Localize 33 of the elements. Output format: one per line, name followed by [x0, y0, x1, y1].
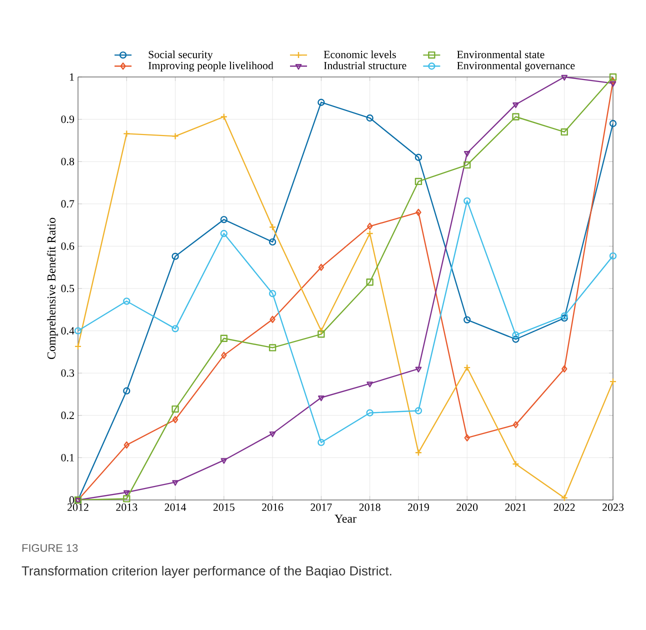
caption: FIGURE 13 [22, 544, 78, 552]
legend-label: Industrial structure [324, 62, 406, 70]
x-tick-label: 2021 [505, 504, 526, 511]
x-tick-label: 2014 [164, 504, 186, 511]
y-tick-label: 0.5 [61, 284, 74, 292]
y-tick-label: 1 [70, 73, 74, 81]
x-tick-label: 2022 [554, 504, 575, 511]
y-tick-label: 0.4 [61, 327, 74, 335]
legend-label: Environmental governance [457, 62, 575, 72]
y-axis-title: Comprehensive Benefit Ratio [46, 218, 58, 360]
y-tick-label: 0.2 [61, 412, 74, 420]
y-tick-label: 0.6 [61, 242, 74, 250]
y-tick-label: 0.7 [61, 200, 74, 208]
y-tick-label: 0.8 [61, 158, 74, 166]
x-tick-label: 2020 [456, 504, 478, 511]
y-tick-label: 0.3 [61, 369, 74, 377]
y-tick-label: 0.9 [61, 116, 74, 124]
legend-label: Improving people livelihood [148, 62, 274, 72]
x-tick-label: 2018 [359, 504, 380, 511]
legend-label: Economic levels [324, 50, 396, 58]
legend-label: Environmental state [457, 50, 544, 58]
y-tick-label: 0.1 [61, 454, 74, 462]
legend-label: Social security [148, 50, 213, 60]
x-tick-label: 2016 [262, 504, 284, 511]
x-tick-label: 2019 [408, 504, 429, 511]
x-tick-label: 2015 [213, 504, 234, 511]
x-tick-label: 2023 [602, 504, 624, 511]
text: Transformation criterion layer performance of the Baqiao District. [22, 566, 392, 578]
x-tick-label: 2017 [310, 504, 332, 511]
x-axis-title: Year [334, 514, 356, 523]
x-tick-label: 2013 [116, 504, 138, 511]
y-tick-label: 0 [69, 496, 74, 504]
x-tick-label: 2012 [68, 504, 88, 511]
